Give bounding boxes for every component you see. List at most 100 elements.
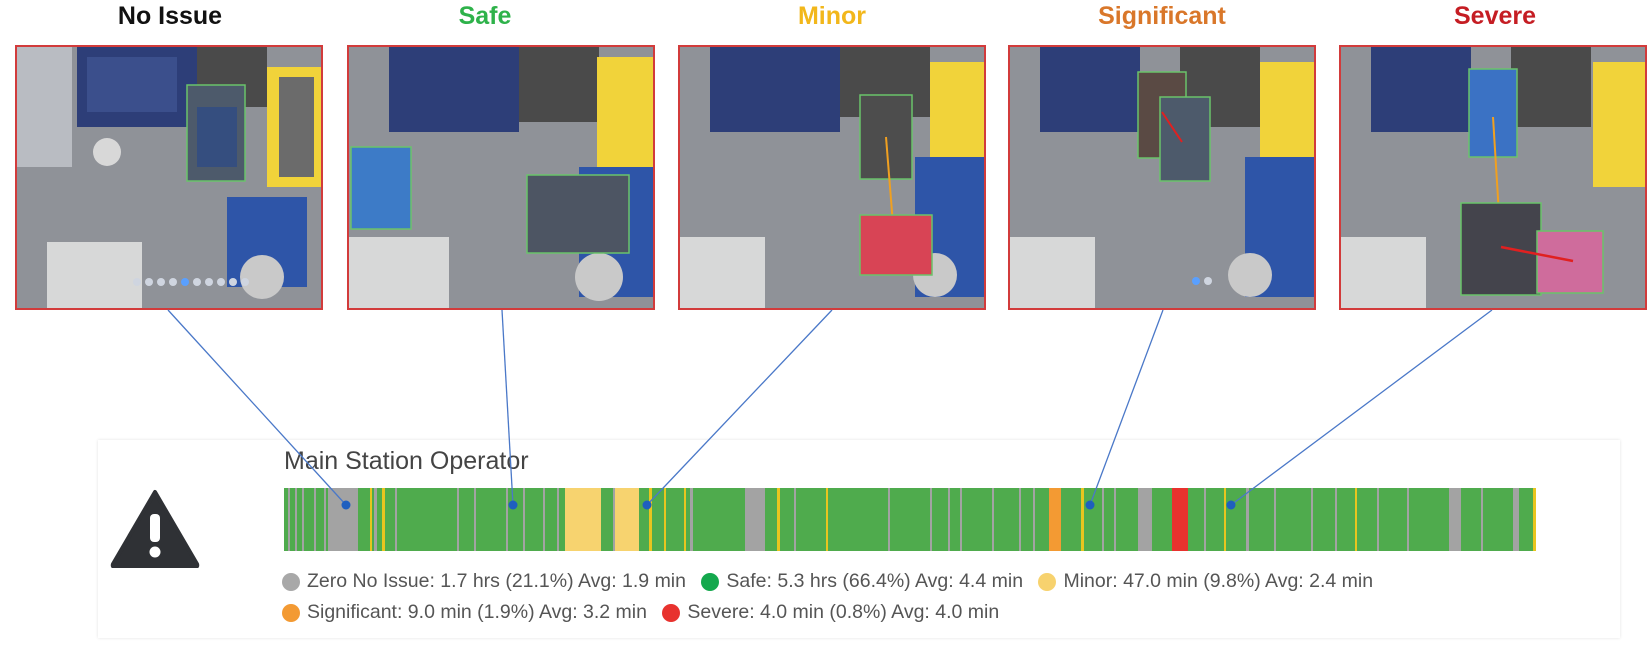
category-title-severe: Severe	[1453, 2, 1537, 30]
timeline-segment	[316, 488, 324, 551]
timeline-segment	[1483, 488, 1513, 551]
timeline-segment	[948, 488, 950, 551]
timeline-segment	[295, 488, 297, 551]
timeline-segment	[284, 488, 288, 551]
timeline-segment	[328, 488, 358, 551]
legend-no-issue: Zero No Issue: 1.7 hrs (21.1%) Avg: 1.9 …	[282, 570, 686, 593]
timeline-segment	[372, 488, 374, 551]
timeline-segment	[559, 488, 565, 551]
legend-dot-minor	[1038, 572, 1057, 591]
timeline-segment	[1204, 488, 1206, 551]
timeline-segment	[932, 488, 948, 551]
timeline-segment	[324, 488, 326, 551]
timeline-segment	[962, 488, 992, 551]
timeline-segment	[950, 488, 960, 551]
timeline-segment	[525, 488, 543, 551]
timeline-segment	[1033, 488, 1035, 551]
legend-dot-significant	[282, 603, 300, 622]
timeline-segment	[474, 488, 476, 551]
timeline-segment	[476, 488, 506, 551]
timeline-segment	[690, 488, 693, 551]
timeline-segment	[693, 488, 745, 551]
camera-scene-significant	[1010, 47, 1314, 308]
legend-text-safe: Safe: 5.3 hrs (66.4%) Avg: 4.4 min	[726, 570, 1024, 592]
timeline-segment	[686, 488, 690, 551]
legend-minor: Minor: 47.0 min (9.8%) Avg: 2.4 min	[1038, 570, 1373, 593]
timeline-segment	[326, 488, 328, 551]
timeline-segment	[1407, 488, 1409, 551]
timeline-segment	[1226, 488, 1246, 551]
timeline-segment	[395, 488, 397, 551]
timeline-segment	[506, 488, 508, 551]
timeline-segment	[1061, 488, 1081, 551]
timeline-segment	[890, 488, 930, 551]
timeline-segment	[652, 488, 664, 551]
legend-significant: Significant: 9.0 min (1.9%) Avg: 3.2 min	[282, 601, 647, 624]
activity-timeline	[284, 488, 1536, 551]
timeline-segment	[523, 488, 525, 551]
timeline-segment	[994, 488, 1019, 551]
timeline-segment	[314, 488, 316, 551]
legend-dot-no-issue	[282, 572, 300, 591]
timeline-segment	[1276, 488, 1311, 551]
camera-frame-minor	[678, 45, 986, 310]
legend-row-1: Zero No Issue: 1.7 hrs (21.1%) Avg: 1.9 …	[282, 570, 1383, 597]
timeline-segment	[290, 488, 295, 551]
legend-text-minor: Minor: 47.0 min (9.8%) Avg: 2.4 min	[1063, 570, 1374, 592]
timeline-segment	[745, 488, 765, 551]
camera-scene-minor	[680, 47, 984, 308]
timeline-segment	[382, 488, 385, 551]
timeline-segment	[601, 488, 613, 551]
camera-frame-severe	[1339, 45, 1647, 310]
timeline-segment	[545, 488, 557, 551]
timeline-segment	[557, 488, 559, 551]
timeline-segment	[649, 488, 652, 551]
timeline-segment	[1019, 488, 1021, 551]
timeline-segment	[888, 488, 890, 551]
timeline-segment	[613, 488, 615, 551]
timeline-segment	[1533, 488, 1536, 551]
legend-dot-severe	[662, 603, 681, 622]
timeline-segment	[1206, 488, 1224, 551]
timeline-segment	[1246, 488, 1249, 551]
legend-text-significant: Significant: 9.0 min (1.9%) Avg: 3.2 min	[307, 601, 647, 623]
camera-frame-significant	[1008, 45, 1316, 310]
timeline-segment	[304, 488, 314, 551]
timeline-segment	[1102, 488, 1104, 551]
timeline-segment	[794, 488, 796, 551]
timeline-segment	[615, 488, 639, 551]
timeline-segment	[826, 488, 828, 551]
timeline-segment	[1449, 488, 1461, 551]
timeline-segment	[1224, 488, 1226, 551]
warning-icon	[110, 490, 200, 568]
timeline-segment	[1035, 488, 1049, 551]
timeline-segment	[1172, 488, 1188, 551]
timeline-segment	[302, 488, 304, 551]
timeline-segment	[397, 488, 457, 551]
timeline-segment	[370, 488, 372, 551]
timeline-segment	[457, 488, 459, 551]
timeline-segment	[992, 488, 994, 551]
timeline-segment	[765, 488, 777, 551]
timeline-segment	[930, 488, 932, 551]
timeline-segment	[358, 488, 370, 551]
timeline-segment	[639, 488, 649, 551]
legend-severe: Severe: 4.0 min (0.8%) Avg: 4.0 min	[662, 601, 999, 624]
timeline-segment	[374, 488, 377, 551]
timeline-segment	[1355, 488, 1357, 551]
camera-scene-severe	[1341, 47, 1645, 308]
timeline-segment	[796, 488, 826, 551]
timeline-segment	[666, 488, 684, 551]
timeline-segment	[1274, 488, 1276, 551]
timeline-segment	[1138, 488, 1152, 551]
timeline-segment	[1461, 488, 1481, 551]
timeline-segment	[297, 488, 302, 551]
timeline-segment	[1519, 488, 1533, 551]
timeline-segment	[1049, 488, 1061, 551]
timeline-segment	[1377, 488, 1379, 551]
timeline-segment	[1114, 488, 1116, 551]
camera-scene-no-issue	[17, 47, 321, 308]
timeline-segment	[1481, 488, 1483, 551]
timeline-segment	[780, 488, 794, 551]
legend-text-no-issue: Zero No Issue: 1.7 hrs (21.1%) Avg: 1.9 …	[307, 570, 686, 592]
